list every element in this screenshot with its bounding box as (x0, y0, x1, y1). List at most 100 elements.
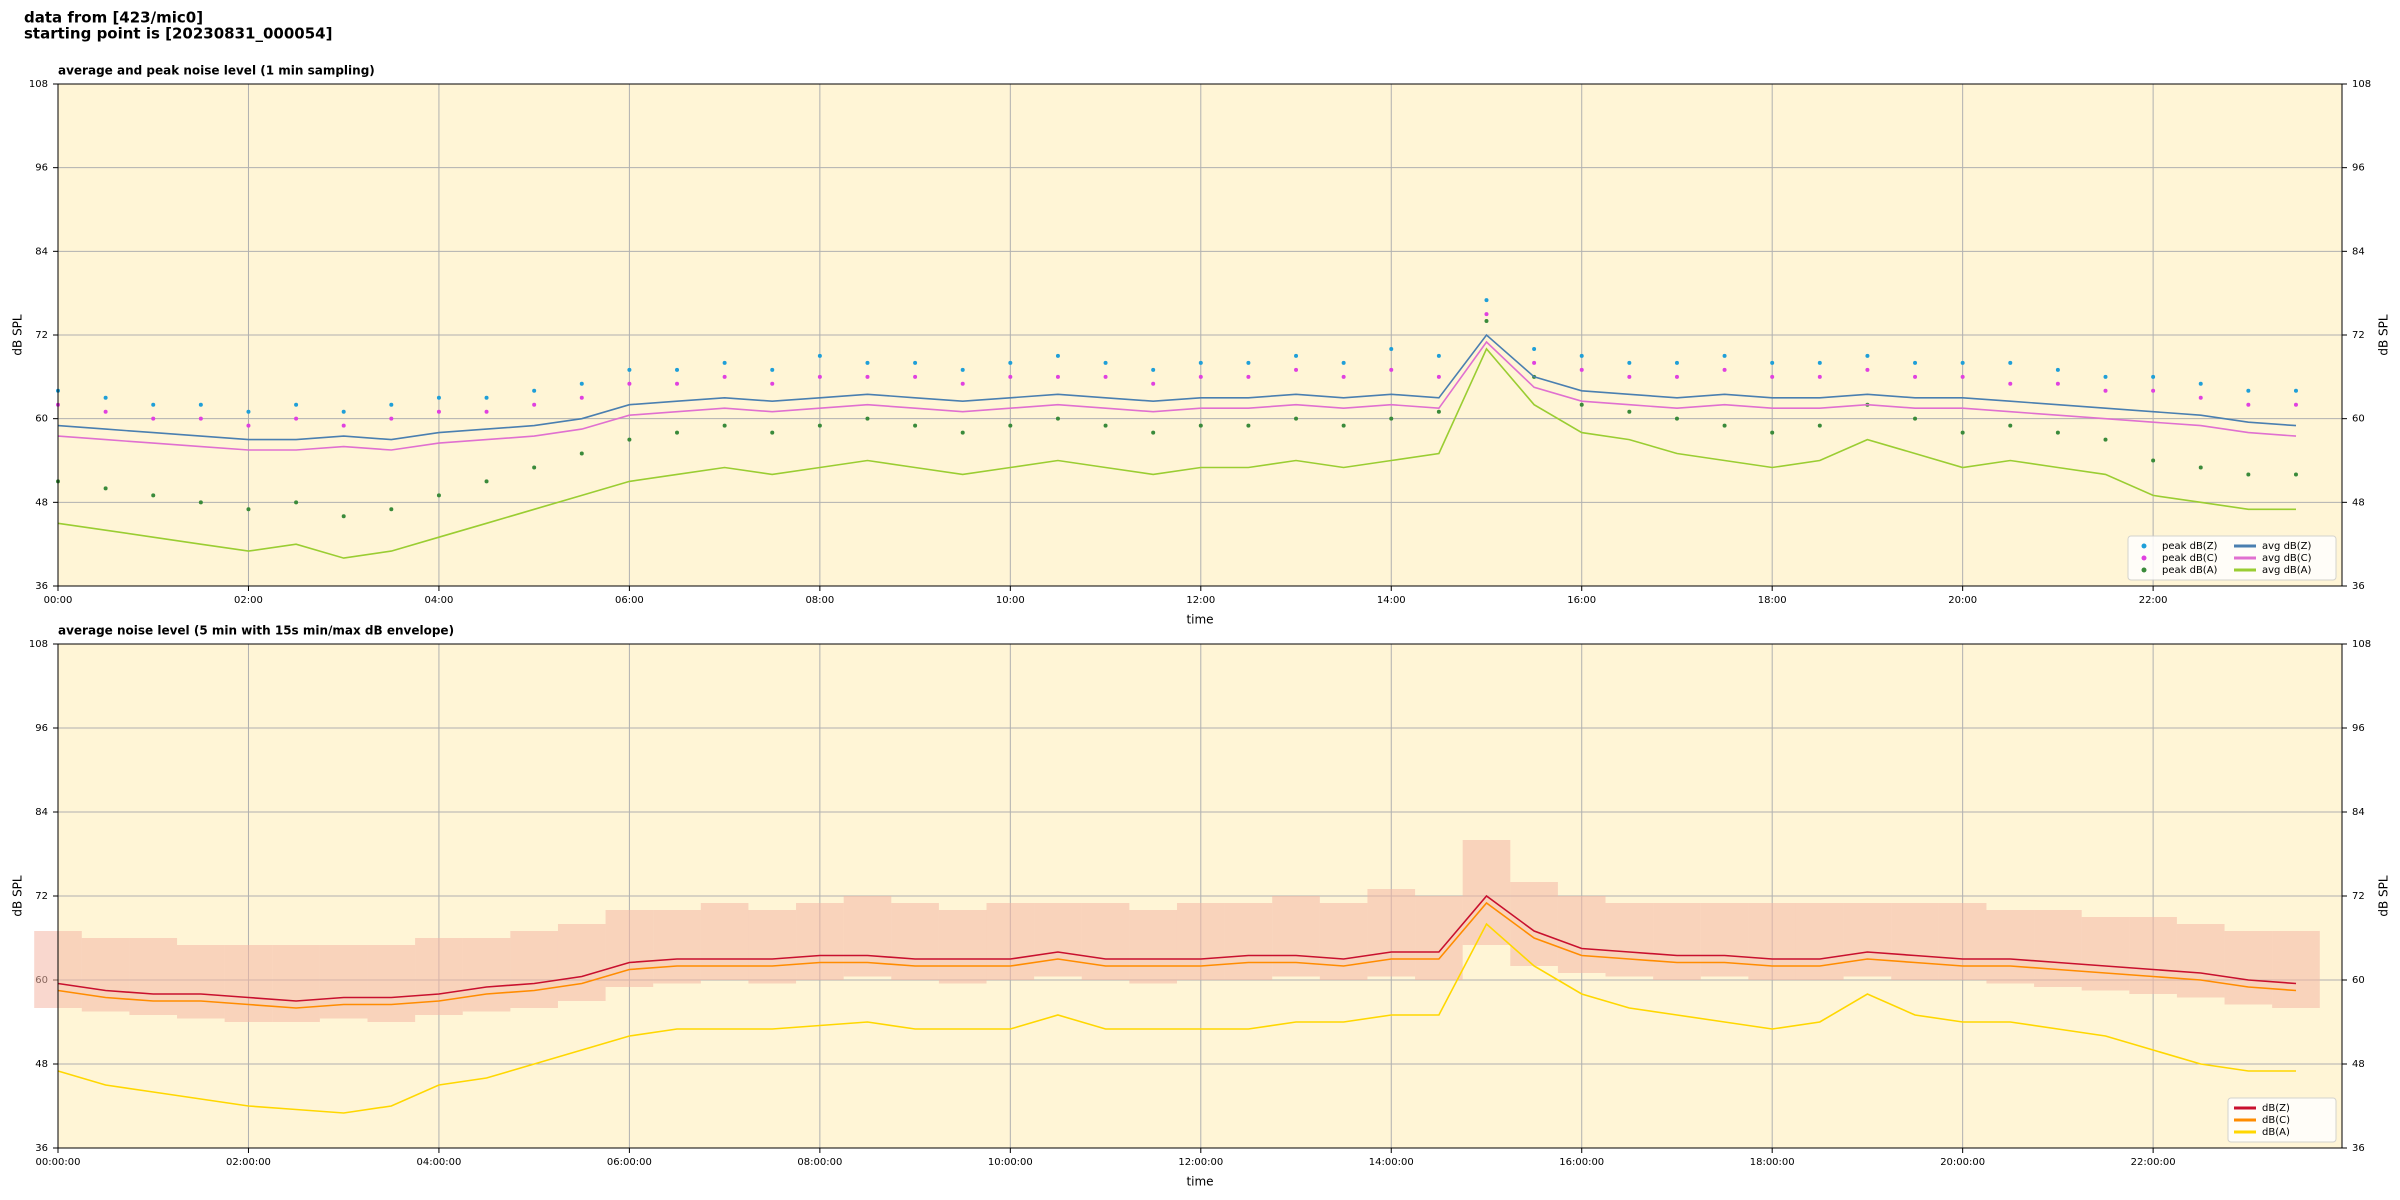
envelope-band (1462, 840, 1511, 945)
peak-point (151, 493, 156, 498)
y-tick-label: 84 (35, 246, 48, 257)
legend-label: avg dB(C) (2262, 553, 2312, 564)
y-tick-label-right: 84 (2352, 807, 2365, 818)
y-tick-label-right: 108 (2352, 79, 2371, 90)
envelope-band (1129, 910, 1177, 984)
peak-point (1294, 353, 1299, 358)
peak-point (484, 409, 489, 414)
peak-point (1055, 353, 1060, 358)
peak-point (1484, 298, 1489, 303)
peak-point (1674, 374, 1679, 379)
peak-point (1389, 416, 1394, 421)
peak-point (1913, 360, 1918, 365)
peak-point (1246, 360, 1251, 365)
peak-point (770, 381, 775, 386)
envelope-band (2129, 917, 2177, 994)
peak-point (2103, 437, 2108, 442)
peak-point (1198, 374, 1203, 379)
peak-point (1294, 416, 1299, 421)
y-tick-label-right: 36 (2352, 1143, 2365, 1154)
peak-point (1294, 367, 1299, 372)
envelope-band (415, 938, 463, 1015)
x-tick-label: 18:00:00 (1750, 1157, 1795, 1168)
peak-point (532, 465, 537, 470)
envelope-band (1415, 896, 1463, 980)
legend-label: peak dB(Z) (2162, 541, 2218, 552)
y-axis-label-right: dB SPL (2377, 875, 2391, 917)
peak-point (1103, 374, 1108, 379)
peak-point (1817, 423, 1822, 428)
envelope-band (1891, 903, 1939, 980)
peak-point (1008, 423, 1013, 428)
peak-point (627, 381, 632, 386)
y-tick-label: 96 (35, 723, 48, 734)
peak-point (2293, 472, 2298, 477)
peak-point (770, 430, 775, 435)
peak-point (1627, 360, 1632, 365)
envelope-band (748, 910, 797, 984)
x-tick-label: 14:00 (1377, 595, 1406, 606)
envelope-band (1700, 903, 1749, 977)
peak-point (675, 367, 680, 372)
envelope-band (605, 910, 654, 987)
x-tick-label: 00:00:00 (36, 1157, 81, 1168)
peak-point (960, 381, 965, 386)
envelope-band (891, 903, 939, 980)
peak-point (1722, 353, 1727, 358)
peak-point (532, 388, 537, 393)
series-line (57, 340, 2297, 451)
peak-point (1008, 360, 1013, 365)
series-line (57, 901, 2297, 1009)
peak-point (1198, 423, 1203, 428)
peak-point (865, 374, 870, 379)
x-tick-label: 02:00 (234, 595, 263, 606)
envelope-band (1224, 903, 1273, 980)
peak-point (389, 507, 394, 512)
peak-point (2008, 381, 2013, 386)
peak-point (1770, 430, 1775, 435)
peak-point (341, 409, 346, 414)
envelope-band (129, 938, 178, 1015)
peak-point (1436, 409, 1441, 414)
x-tick-label: 14:00:00 (1369, 1157, 1414, 1168)
x-tick-label: 12:00 (1186, 595, 1215, 606)
envelope-band (2272, 931, 2320, 1008)
y-tick-label-right: 60 (2352, 414, 2365, 425)
peak-point (389, 402, 394, 407)
peak-point (1008, 374, 1013, 379)
peak-point (865, 416, 870, 421)
peak-point (1151, 430, 1156, 435)
peak-point (627, 437, 632, 442)
peak-point (2151, 388, 2156, 393)
peak-point (2293, 402, 2298, 407)
envelope-band (1557, 896, 1606, 973)
x-tick-label: 08:00 (805, 595, 834, 606)
x-tick-label: 20:00:00 (1940, 1157, 1985, 1168)
legend-label: dB(Z) (2262, 1103, 2290, 1114)
chart-title: average and peak noise level (1 min samp… (58, 64, 375, 78)
peak-point (579, 395, 584, 400)
y-tick-label-right: 36 (2352, 581, 2365, 592)
peak-point (2246, 472, 2251, 477)
peak-point (2055, 367, 2060, 372)
peak-point (817, 423, 822, 428)
envelope-band (319, 945, 368, 1019)
x-tick-label: 12:00:00 (1178, 1157, 1223, 1168)
peak-point (2246, 388, 2251, 393)
x-tick-label: 04:00 (425, 595, 454, 606)
peak-point (722, 360, 727, 365)
peak-point (2246, 402, 2251, 407)
y-tick-label-right: 60 (2352, 975, 2365, 986)
peak-point (675, 430, 680, 435)
plot-frame (57, 643, 2343, 1149)
peak-point (1389, 367, 1394, 372)
peak-point (1579, 402, 1584, 407)
peak-point (1341, 374, 1346, 379)
legend-marker (2141, 567, 2147, 573)
series-line (57, 347, 2296, 559)
peak-point (294, 402, 299, 407)
y-tick-label-right: 96 (2352, 163, 2365, 174)
peak-point (1484, 312, 1489, 317)
peak-point (246, 409, 251, 414)
